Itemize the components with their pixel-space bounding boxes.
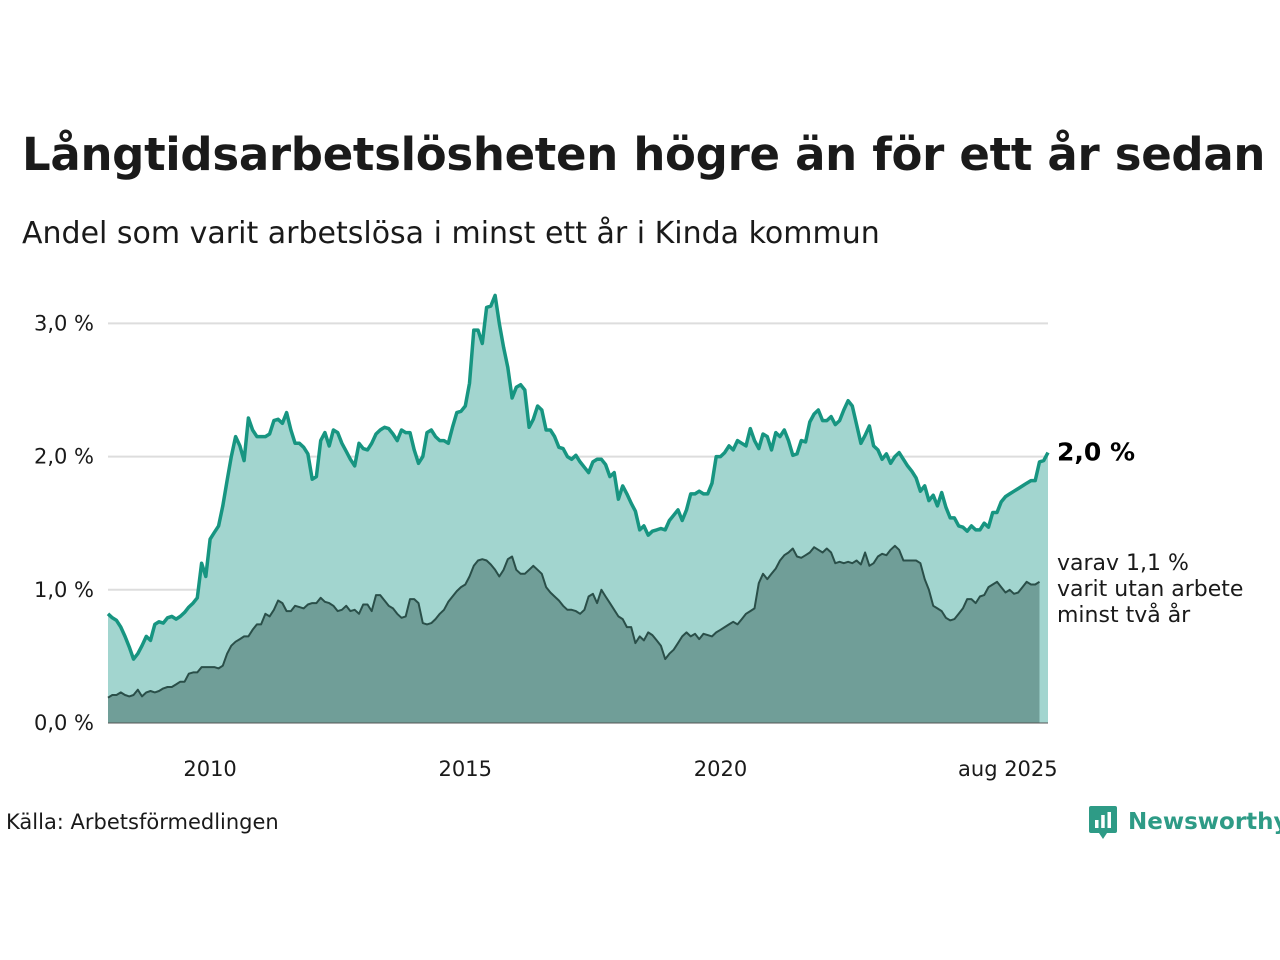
y-axis-ticks: 0,0 % 1,0 % 2,0 % 3,0 % (34, 311, 94, 735)
x-tick-label: aug 2025 (958, 757, 1058, 781)
end-label-sub: varav 1,1 % varit utan arbete minst två år (1057, 551, 1243, 628)
brand-logo[interactable]: Newsworthy (1088, 804, 1280, 840)
series-line-minst-tva-ar (107, 544, 1041, 699)
chart-subtitle: Andel som varit arbetslösa i minst ett å… (22, 216, 880, 251)
x-axis-ticks: 2010 2015 2020 aug 2025 (183, 757, 1057, 781)
source-note: Källa: Arbetsförmedlingen (6, 810, 279, 834)
y-tick-label: 0,0 % (34, 711, 94, 735)
x-tick-label: 2020 (694, 757, 747, 781)
x-tick-label: 2010 (183, 757, 236, 781)
end-label-sub-line: varit utan arbete (1057, 577, 1243, 602)
y-tick-label: 2,0 % (34, 445, 94, 469)
y-tick-label: 3,0 % (34, 311, 94, 335)
series-line-minst-ett-ar (106, 293, 1050, 661)
brand-name: Newsworthy (1128, 809, 1280, 835)
y-tick-label: 1,0 % (34, 578, 94, 602)
end-label-sub-line: varav 1,1 % (1057, 551, 1189, 576)
chart-title: Långtidsarbetslösheten högre än för ett … (22, 128, 1266, 181)
x-tick-label: 2015 (439, 757, 492, 781)
end-label-main: 2,0 % (1057, 438, 1135, 467)
newsworthy-icon (1089, 806, 1117, 839)
end-label-sub-line: minst två år (1057, 602, 1191, 628)
series-area-minst-tva-ar (108, 545, 1040, 723)
